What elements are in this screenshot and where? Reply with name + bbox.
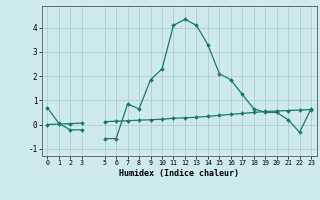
X-axis label: Humidex (Indice chaleur): Humidex (Indice chaleur): [119, 169, 239, 178]
